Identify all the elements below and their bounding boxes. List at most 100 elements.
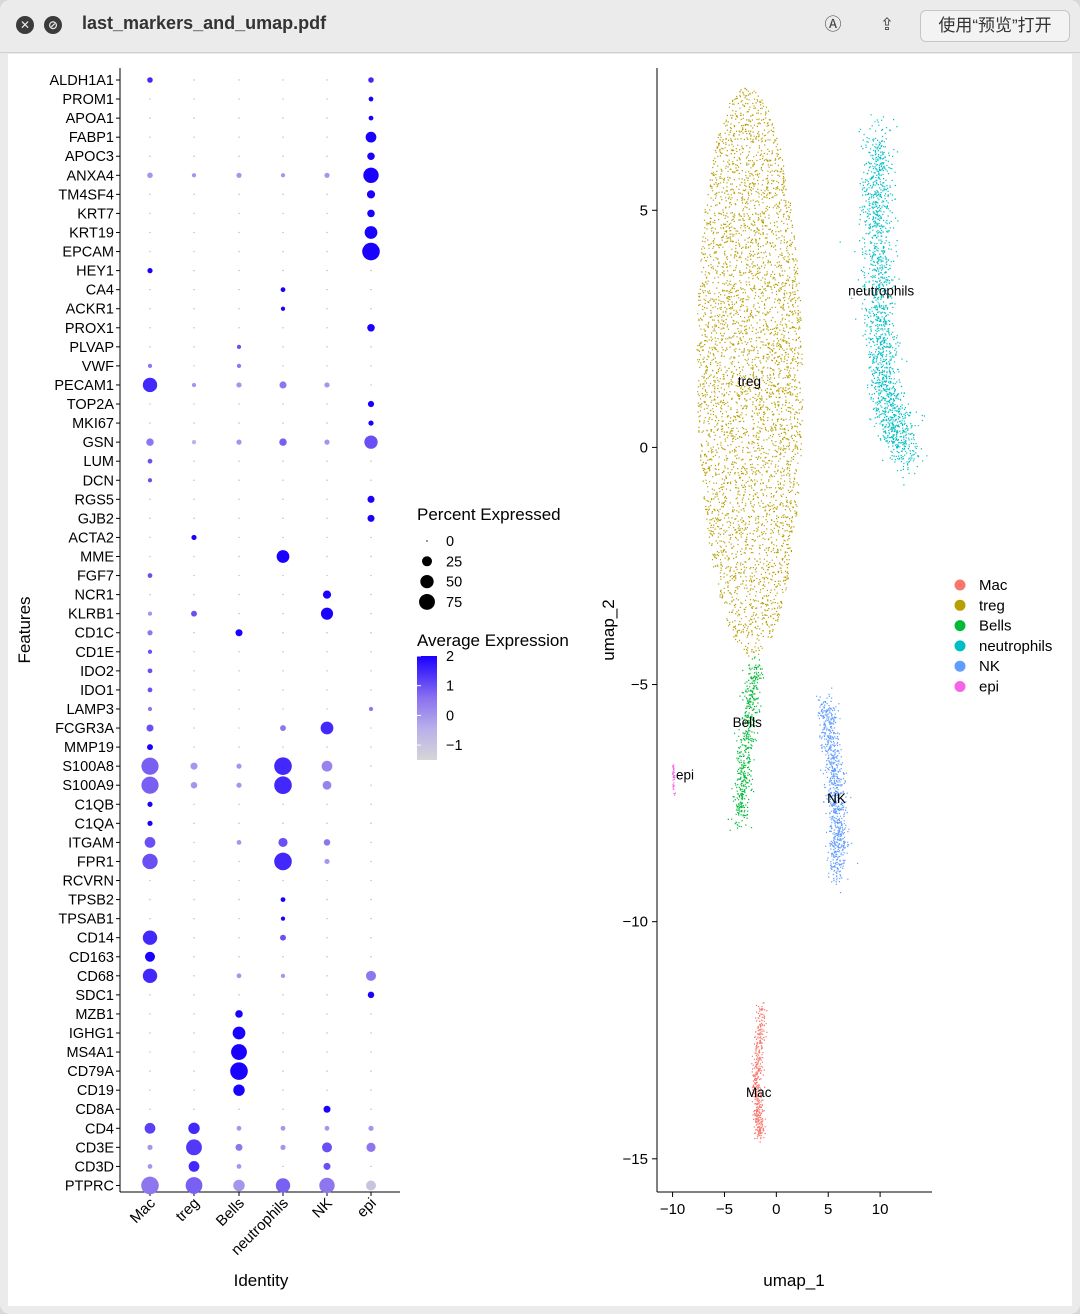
share-icon[interactable]: ⇪ (879, 15, 895, 34)
dot-lum-nk (326, 460, 328, 462)
dot-aldh1a1-bells (238, 79, 240, 81)
dot-tm4sf4-nk (326, 193, 328, 196)
feature-label-ca4: CA4 (86, 283, 114, 299)
dot-mzb1-bells (235, 1010, 243, 1018)
dot-ms4a1-epi (370, 1051, 372, 1053)
dot-anxa4-treg (191, 173, 197, 178)
dot-hey1-nk (326, 269, 328, 272)
dot-cd14-neutrophils (280, 934, 286, 941)
dot-lum-epi (370, 460, 372, 462)
dot-rgs5-mac (149, 498, 151, 501)
dot-lamp3-epi (368, 706, 374, 712)
feature-label-s100a8: S100A8 (62, 759, 114, 775)
dot-ackr1-mac (149, 308, 151, 310)
dot-prom1-treg (193, 98, 195, 100)
dot-lum-treg (193, 460, 195, 462)
title-bar: ✕ ⊘ last_markers_and_umap.pdf Ⓐ ⇪ 使用“预览”… (0, 0, 1080, 53)
dot-mmp19-mac (147, 744, 153, 751)
markup-icon[interactable]: Ⓐ (824, 15, 842, 34)
dot-fcgr3a-mac (146, 724, 154, 732)
dot-lamp3-treg (193, 708, 195, 710)
umap-y-tick-label: 0 (640, 439, 648, 456)
dot-cd79a-epi (370, 1070, 372, 1072)
dot-s100a8-epi (370, 765, 372, 767)
dot-fcgr3a-neutrophils (280, 725, 286, 731)
dot-ptprc-nk (319, 1177, 335, 1194)
umap-x-tick-label: −10 (660, 1201, 685, 1218)
dot-acta2-epi (370, 536, 372, 539)
dot-fgf7-neutrophils (282, 574, 284, 577)
umap-x-tick-label: 0 (772, 1201, 780, 1218)
dot-c1qa-epi (370, 822, 372, 825)
dot-cd79a-treg (193, 1070, 195, 1072)
dot-cd8a-epi (370, 1108, 372, 1110)
dot-itgam-nk (323, 839, 331, 846)
dot-prom1-mac (149, 98, 151, 100)
dot-pecam1-bells (236, 382, 242, 388)
feature-label-cd79a: CD79A (67, 1064, 114, 1080)
dot-c1qb-bells (238, 803, 240, 805)
feature-label-hey1: HEY1 (76, 264, 114, 280)
color-legend-label: 2 (446, 649, 454, 665)
dot-ido2-neutrophils (282, 670, 284, 672)
color-legend-label: −1 (446, 738, 463, 754)
dot-tm4sf4-treg (193, 193, 195, 196)
dot-apoc3-nk (326, 155, 328, 157)
feature-label-dcn: DCN (83, 473, 114, 489)
feature-label-cd3e: CD3E (75, 1140, 114, 1156)
umap-legend-swatch-mac (954, 579, 966, 591)
dot-plvap-bells (236, 344, 242, 349)
dot-plvap-treg (193, 346, 195, 348)
color-legend-label: 0 (446, 708, 454, 724)
open-in-preview-button[interactable]: 使用“预览”打开 (920, 10, 1070, 42)
umap-cluster-epi (671, 764, 676, 796)
dot-cd4-bells (236, 1125, 242, 1131)
dot-epcam-bells (238, 250, 240, 253)
dot-mme-bells (238, 555, 240, 558)
dot-apoc3-epi (367, 152, 375, 161)
close-icon[interactable]: ✕ (16, 16, 34, 34)
dot-krt7-neutrophils (282, 212, 284, 215)
dot-lamp3-bells (238, 708, 240, 710)
feature-label-fcgr3a: FCGR3A (55, 721, 114, 737)
feature-label-fpr1: FPR1 (77, 854, 114, 870)
dot-rgs5-treg (193, 498, 195, 501)
dot-epcam-mac (149, 250, 151, 253)
dot-cd8a-bells (238, 1108, 240, 1110)
dot-plvap-epi (370, 346, 372, 348)
dot-cd8a-treg (193, 1108, 195, 1110)
dot-dcn-epi (370, 479, 372, 481)
dot-ca4-neutrophils (280, 287, 286, 293)
dot-hey1-epi (370, 269, 372, 272)
dot-sdc1-nk (326, 994, 328, 996)
dot-krt7-epi (367, 209, 375, 218)
umap-legend-label-epi: epi (979, 679, 999, 696)
dot-ncr1-bells (238, 593, 240, 596)
dot-ncr1-epi (370, 593, 372, 596)
dot-cd3d-treg (188, 1161, 200, 1172)
dot-ackr1-bells (238, 308, 240, 310)
dot-ighg1-treg (193, 1032, 195, 1034)
dot-cd3e-neutrophils (280, 1144, 286, 1150)
dot-prox1-mac (149, 327, 151, 329)
size-legend-label: 0 (446, 534, 454, 550)
dot-cd19-treg (193, 1089, 195, 1091)
dot-krt19-neutrophils (282, 231, 284, 234)
dot-gsn-mac (146, 438, 154, 446)
umap-y-tick-label: −5 (631, 677, 648, 694)
dot-s100a9-bells (236, 782, 242, 788)
dot-vwf-nk (326, 365, 328, 367)
stop-icon[interactable]: ⊘ (44, 16, 62, 34)
feature-label-tpsab1: TPSAB1 (58, 912, 114, 928)
dot-itgam-neutrophils (278, 837, 288, 847)
dot-vwf-neutrophils (282, 365, 284, 367)
umap-legend-swatch-treg (954, 599, 966, 611)
umap-y-tick-label: −15 (623, 1151, 648, 1168)
feature-label-krt7: KRT7 (77, 206, 114, 222)
feature-label-fabp1: FABP1 (69, 130, 114, 146)
dot-fcgr3a-nk (320, 721, 334, 735)
dot-vwf-bells (236, 363, 242, 369)
dot-gsn-bells (236, 439, 242, 445)
dot-hey1-mac (147, 268, 153, 274)
dot-rcvrn-bells (238, 879, 240, 882)
